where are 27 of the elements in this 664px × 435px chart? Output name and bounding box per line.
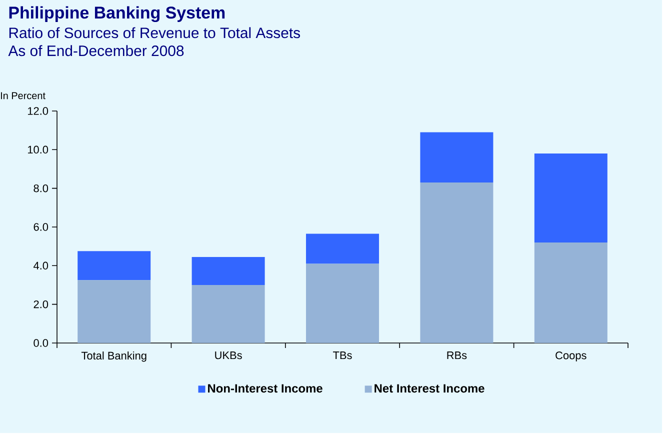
y-tick-label: 6.0 — [34, 223, 48, 231]
x-tick-label: UKBs — [215, 352, 242, 360]
bar — [78, 251, 151, 280]
y-tick-label: 8.0 — [34, 184, 48, 192]
y-tick-label: 0.0 — [34, 339, 48, 347]
bar — [306, 264, 380, 343]
legend-label: Net Interest Income — [374, 384, 484, 393]
bar — [192, 284, 265, 343]
bar — [534, 242, 608, 343]
x-tick-label: Coops — [556, 352, 586, 362]
x-tick-label: RBs — [447, 352, 467, 360]
chart-title: Philippine Banking System — [9, 6, 225, 22]
x-tick-label: Total Banking — [81, 352, 146, 362]
chart-subtitle: Ratio of Sources of Revenue to Total Assets As of End-December 2008 — [8, 27, 300, 56]
bar — [420, 132, 494, 183]
legend-label: Non-Interest Income — [208, 384, 322, 393]
y-axis-title: In Percent — [1, 92, 46, 100]
bar — [78, 280, 151, 343]
y-tick-label: 4.0 — [34, 262, 48, 270]
x-tick-label: TBs — [333, 352, 352, 360]
y-tick-label: 2.0 — [34, 300, 48, 308]
bar — [306, 234, 380, 264]
y-tick-label: 12.0 — [28, 107, 48, 115]
bar — [534, 154, 608, 242]
bar — [420, 182, 494, 343]
y-tick-label: 10.0 — [28, 146, 48, 154]
bar — [192, 256, 265, 285]
